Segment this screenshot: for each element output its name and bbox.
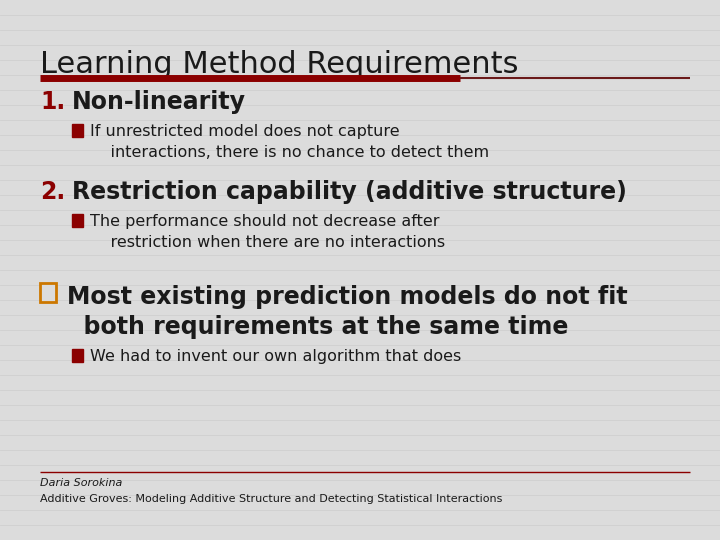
Text: Non-linearity: Non-linearity bbox=[72, 90, 246, 114]
Text: Daria Sorokina: Daria Sorokina bbox=[40, 478, 122, 488]
Text: 2.: 2. bbox=[40, 180, 66, 204]
Text: Most existing prediction models do not fit
  both requirements at the same time: Most existing prediction models do not f… bbox=[67, 285, 628, 339]
FancyBboxPatch shape bbox=[72, 214, 83, 227]
FancyBboxPatch shape bbox=[72, 124, 83, 137]
Text: We had to invent our own algorithm that does: We had to invent our own algorithm that … bbox=[90, 349, 462, 364]
Text: Learning Method Requirements: Learning Method Requirements bbox=[40, 50, 518, 79]
Text: The performance should not decrease after
    restriction when there are no inte: The performance should not decrease afte… bbox=[90, 214, 445, 250]
FancyBboxPatch shape bbox=[72, 349, 83, 362]
Text: 1.: 1. bbox=[40, 90, 66, 114]
Text: Additive Groves: Modeling Additive Structure and Detecting Statistical Interacti: Additive Groves: Modeling Additive Struc… bbox=[40, 494, 503, 504]
Text: Restriction capability (additive structure): Restriction capability (additive structu… bbox=[72, 180, 627, 204]
Text: If unrestricted model does not capture
    interactions, there is no chance to d: If unrestricted model does not capture i… bbox=[90, 124, 489, 160]
FancyBboxPatch shape bbox=[40, 283, 56, 302]
